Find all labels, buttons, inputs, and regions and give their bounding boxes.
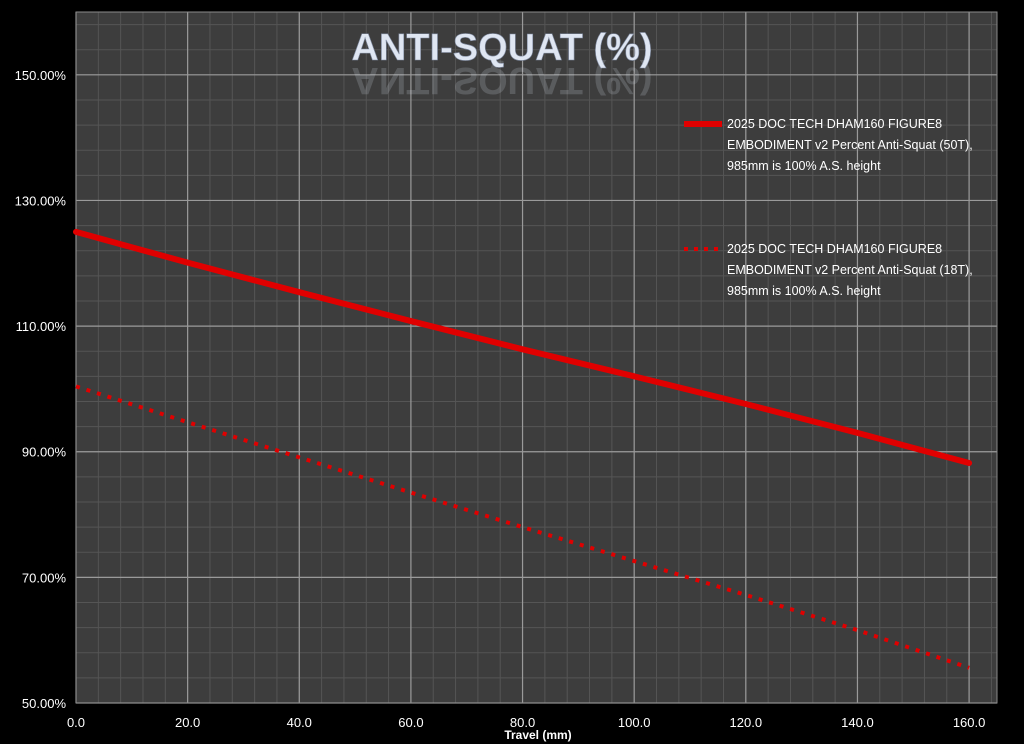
x-tick-label: 0.0 (67, 715, 85, 730)
chart-title-reflection: ANTI-SQUAT (%) (351, 59, 652, 101)
series-line-2 (75, 384, 970, 670)
y-tick-label: 110.00% (16, 319, 67, 334)
legend-label-1: 985mm is 100% A.S. height (727, 159, 881, 173)
x-axis-title: Travel (mm) (504, 728, 571, 742)
x-tick-label: 20.0 (175, 715, 200, 730)
y-tick-label: 90.00% (22, 445, 67, 460)
x-tick-label: 60.0 (398, 715, 423, 730)
legend-label-2: EMBODIMENT v2 Percent Anti-Squat (18T), (727, 263, 973, 277)
plot-area (76, 12, 997, 703)
x-tick-labels: 0.0 20.0 40.0 60.0 80.0 100.0 120.0 140.0 160.0 (67, 715, 985, 730)
series-layer (73, 228, 973, 670)
legend-label-1: 2025 DOC TECH DHAM160 FIGURE8 (727, 117, 942, 131)
y-tick-labels: 50.00% 70.00% 90.00% 110.00% 130.00% 150.00% (15, 68, 67, 711)
chart-title: ANTI-SQUAT (%) (351, 27, 652, 69)
x-tick-label: 100.0 (618, 715, 651, 730)
y-tick-label: 150.00% (15, 68, 67, 83)
y-tick-label: 50.00% (22, 696, 67, 711)
y-tick-label: 130.00% (15, 193, 67, 208)
x-tick-label: 120.0 (730, 715, 763, 730)
major-gridlines (75, 11, 998, 704)
legend: 2025 DOC TECH DHAM160 FIGURE8 EMBODIMENT … (684, 117, 973, 298)
x-tick-label: 140.0 (841, 715, 874, 730)
x-tick-label: 80.0 (510, 715, 535, 730)
y-tick-label: 70.00% (22, 570, 67, 585)
series-line-1 (73, 228, 973, 467)
legend-label-2: 2025 DOC TECH DHAM160 FIGURE8 (727, 242, 942, 256)
legend-label-2: 985mm is 100% A.S. height (727, 284, 881, 298)
plot-border (75, 11, 998, 704)
x-tick-label: 40.0 (287, 715, 312, 730)
x-tick-label: 160.0 (953, 715, 986, 730)
legend-label-1: EMBODIMENT v2 Percent Anti-Squat (50T), (727, 138, 973, 152)
